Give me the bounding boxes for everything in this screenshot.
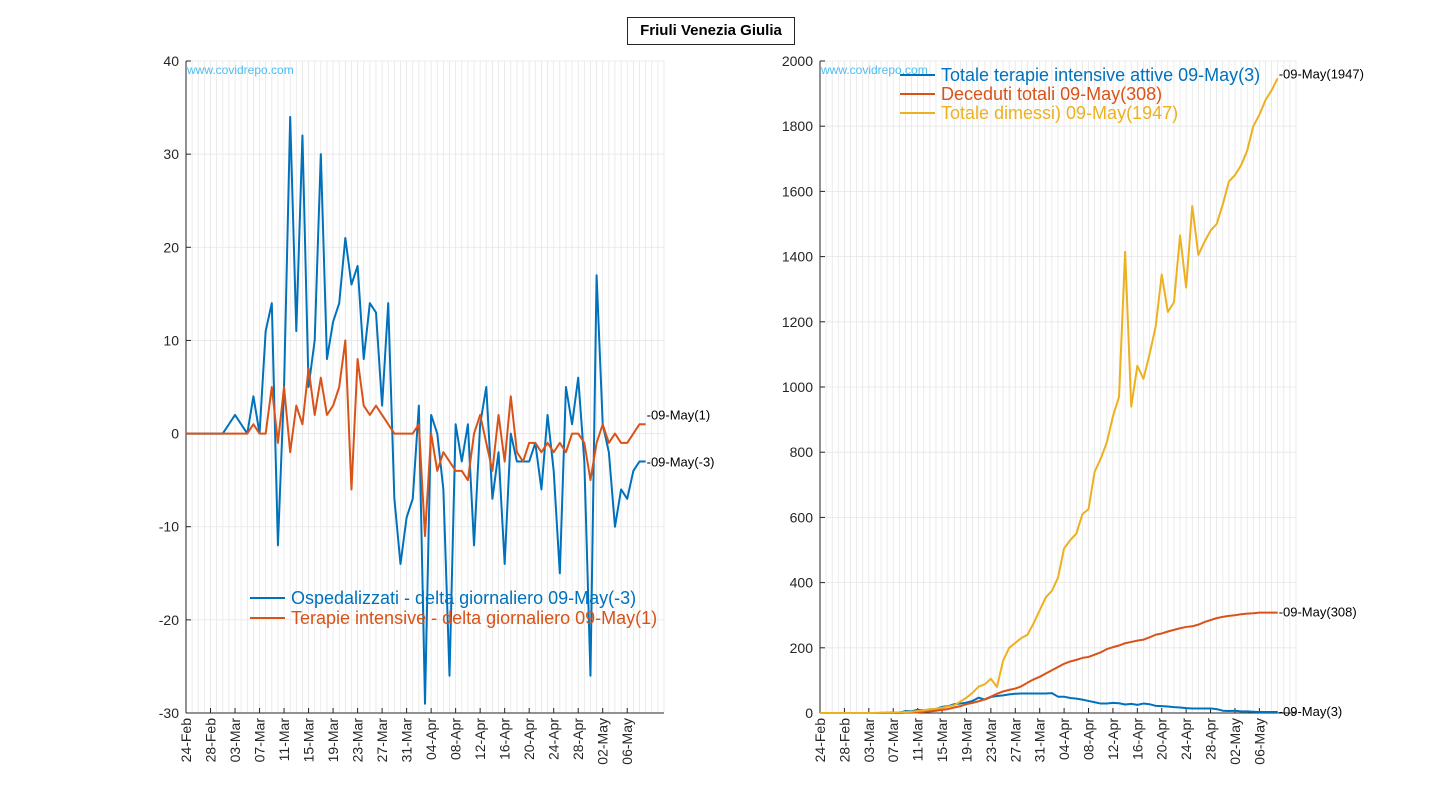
- y-tick-label: 40: [163, 53, 179, 69]
- page-title: Friuli Venezia Giulia: [627, 17, 795, 45]
- legend-label: Deceduti totali 09-May(308): [941, 84, 1162, 104]
- legend-label: Terapie intensive - delta giornaliero 09…: [291, 608, 657, 628]
- y-tick-label: 20: [163, 239, 179, 255]
- x-tick-label: 16-Apr: [1129, 718, 1145, 760]
- x-tick-label: 07-Mar: [252, 718, 268, 763]
- legend-label: Ospedalizzati - delta giornaliero 09-May…: [291, 588, 636, 608]
- legend: Ospedalizzati - delta giornaliero 09-May…: [250, 588, 657, 628]
- left-chart-panel: -30 -20 -10 0 10 20 30 40 24-Feb 28-Feb 03-Mar 07-M…: [159, 53, 715, 765]
- y-tick-label: 400: [790, 575, 814, 591]
- y-tick-label: 0: [805, 705, 813, 721]
- series-line: [186, 339, 646, 538]
- x-tick-label: 27-Mar: [374, 718, 390, 763]
- y-tick-label: 10: [163, 332, 179, 348]
- series-line: [820, 611, 1278, 714]
- x-tick-label: 07-Mar: [885, 718, 901, 763]
- x-tick-label: 23-Mar: [350, 718, 366, 763]
- y-tick-label: 800: [790, 444, 814, 460]
- x-tick-label: 15-Mar: [934, 718, 950, 763]
- x-tick-label: 12-Apr: [472, 718, 488, 760]
- y-tick-label: -30: [159, 705, 179, 721]
- x-tick-label: 11-Mar: [910, 718, 926, 762]
- x-tick-label: 11-Mar: [276, 718, 292, 762]
- x-tick-label: 06-May: [1251, 718, 1267, 765]
- y-tick-label: 0: [171, 426, 179, 442]
- x-tick-label: 27-Mar: [1007, 718, 1023, 763]
- y-tick-label: 1600: [782, 183, 813, 199]
- x-tick-label: 23-Mar: [983, 718, 999, 763]
- x-tick-label: 28-Feb: [203, 718, 219, 763]
- legend-label: Totale dimessi) 09-May(1947): [941, 103, 1178, 123]
- x-tick-label: 31-Mar: [1032, 718, 1048, 763]
- x-tick-label: 24-Feb: [812, 718, 828, 763]
- x-tick-label: 28-Feb: [836, 718, 852, 763]
- watermark-text: www.covidrepo.com: [186, 63, 294, 77]
- y-tick-label: 600: [790, 509, 814, 525]
- y-tick-label: 1400: [782, 249, 813, 265]
- x-tick-label: 16-Apr: [497, 718, 513, 760]
- right-chart-panel: 0 200 400 600 800 1000 1200 1400 1600 1800 2000 24-…: [782, 53, 1364, 765]
- watermark-text: www.covidrepo.com: [820, 63, 928, 77]
- x-tick-label: 24-Feb: [178, 718, 194, 763]
- legend-label: Totale terapie intensive attive 09-May(3…: [941, 65, 1260, 85]
- x-tick-label: 02-May: [1227, 718, 1243, 765]
- y-tick-label: 1200: [782, 314, 813, 330]
- y-tick-label: 2000: [782, 53, 813, 69]
- x-tick-label: 24-Apr: [1178, 718, 1194, 760]
- series-end-label: -09-May(1947): [1279, 66, 1364, 81]
- series-line: [186, 115, 646, 705]
- x-tick-label: 19-Mar: [325, 718, 341, 763]
- x-tick-label: 08-Apr: [448, 718, 464, 760]
- series-line: [820, 692, 1278, 714]
- y-tick-label: 1000: [782, 379, 813, 395]
- grid-lines: [819, 60, 1297, 714]
- x-tick-label: 06-May: [619, 718, 635, 765]
- series-end-label: -09-May(308): [1279, 605, 1357, 620]
- x-tick-label: 28-Apr: [1203, 718, 1219, 760]
- x-tick-label: 20-Apr: [521, 718, 537, 760]
- x-tick-label: 04-Apr: [423, 718, 439, 760]
- y-tick-label: 30: [163, 146, 179, 162]
- series-end-label: -09-May(1): [647, 407, 711, 422]
- x-tick-label: 20-Apr: [1154, 718, 1170, 760]
- x-tick-label: 08-Apr: [1081, 718, 1097, 760]
- x-tick-label: 03-Mar: [861, 718, 877, 763]
- x-tick-label: 04-Apr: [1056, 718, 1072, 760]
- x-tick-label: 12-Apr: [1105, 718, 1121, 760]
- y-tick-label: 200: [790, 640, 814, 656]
- series-line: [820, 77, 1279, 714]
- x-tick-label: 02-May: [595, 718, 611, 765]
- y-tick-label: 1800: [782, 118, 813, 134]
- legend: Totale terapie intensive attive 09-May(3…: [900, 65, 1260, 123]
- grid-lines: [185, 60, 665, 714]
- series-end-label: -09-May(3): [1279, 704, 1343, 719]
- y-tick-label: -20: [159, 612, 179, 628]
- x-tick-label: 19-Mar: [958, 718, 974, 763]
- x-tick-label: 15-Mar: [301, 718, 317, 763]
- series-end-label: -09-May(-3): [647, 455, 715, 470]
- x-tick-label: 31-Mar: [399, 718, 415, 763]
- y-tick-label: -10: [159, 519, 179, 535]
- x-tick-label: 03-Mar: [227, 718, 243, 763]
- x-tick-label: 24-Apr: [546, 718, 562, 760]
- x-tick-label: 28-Apr: [570, 718, 586, 760]
